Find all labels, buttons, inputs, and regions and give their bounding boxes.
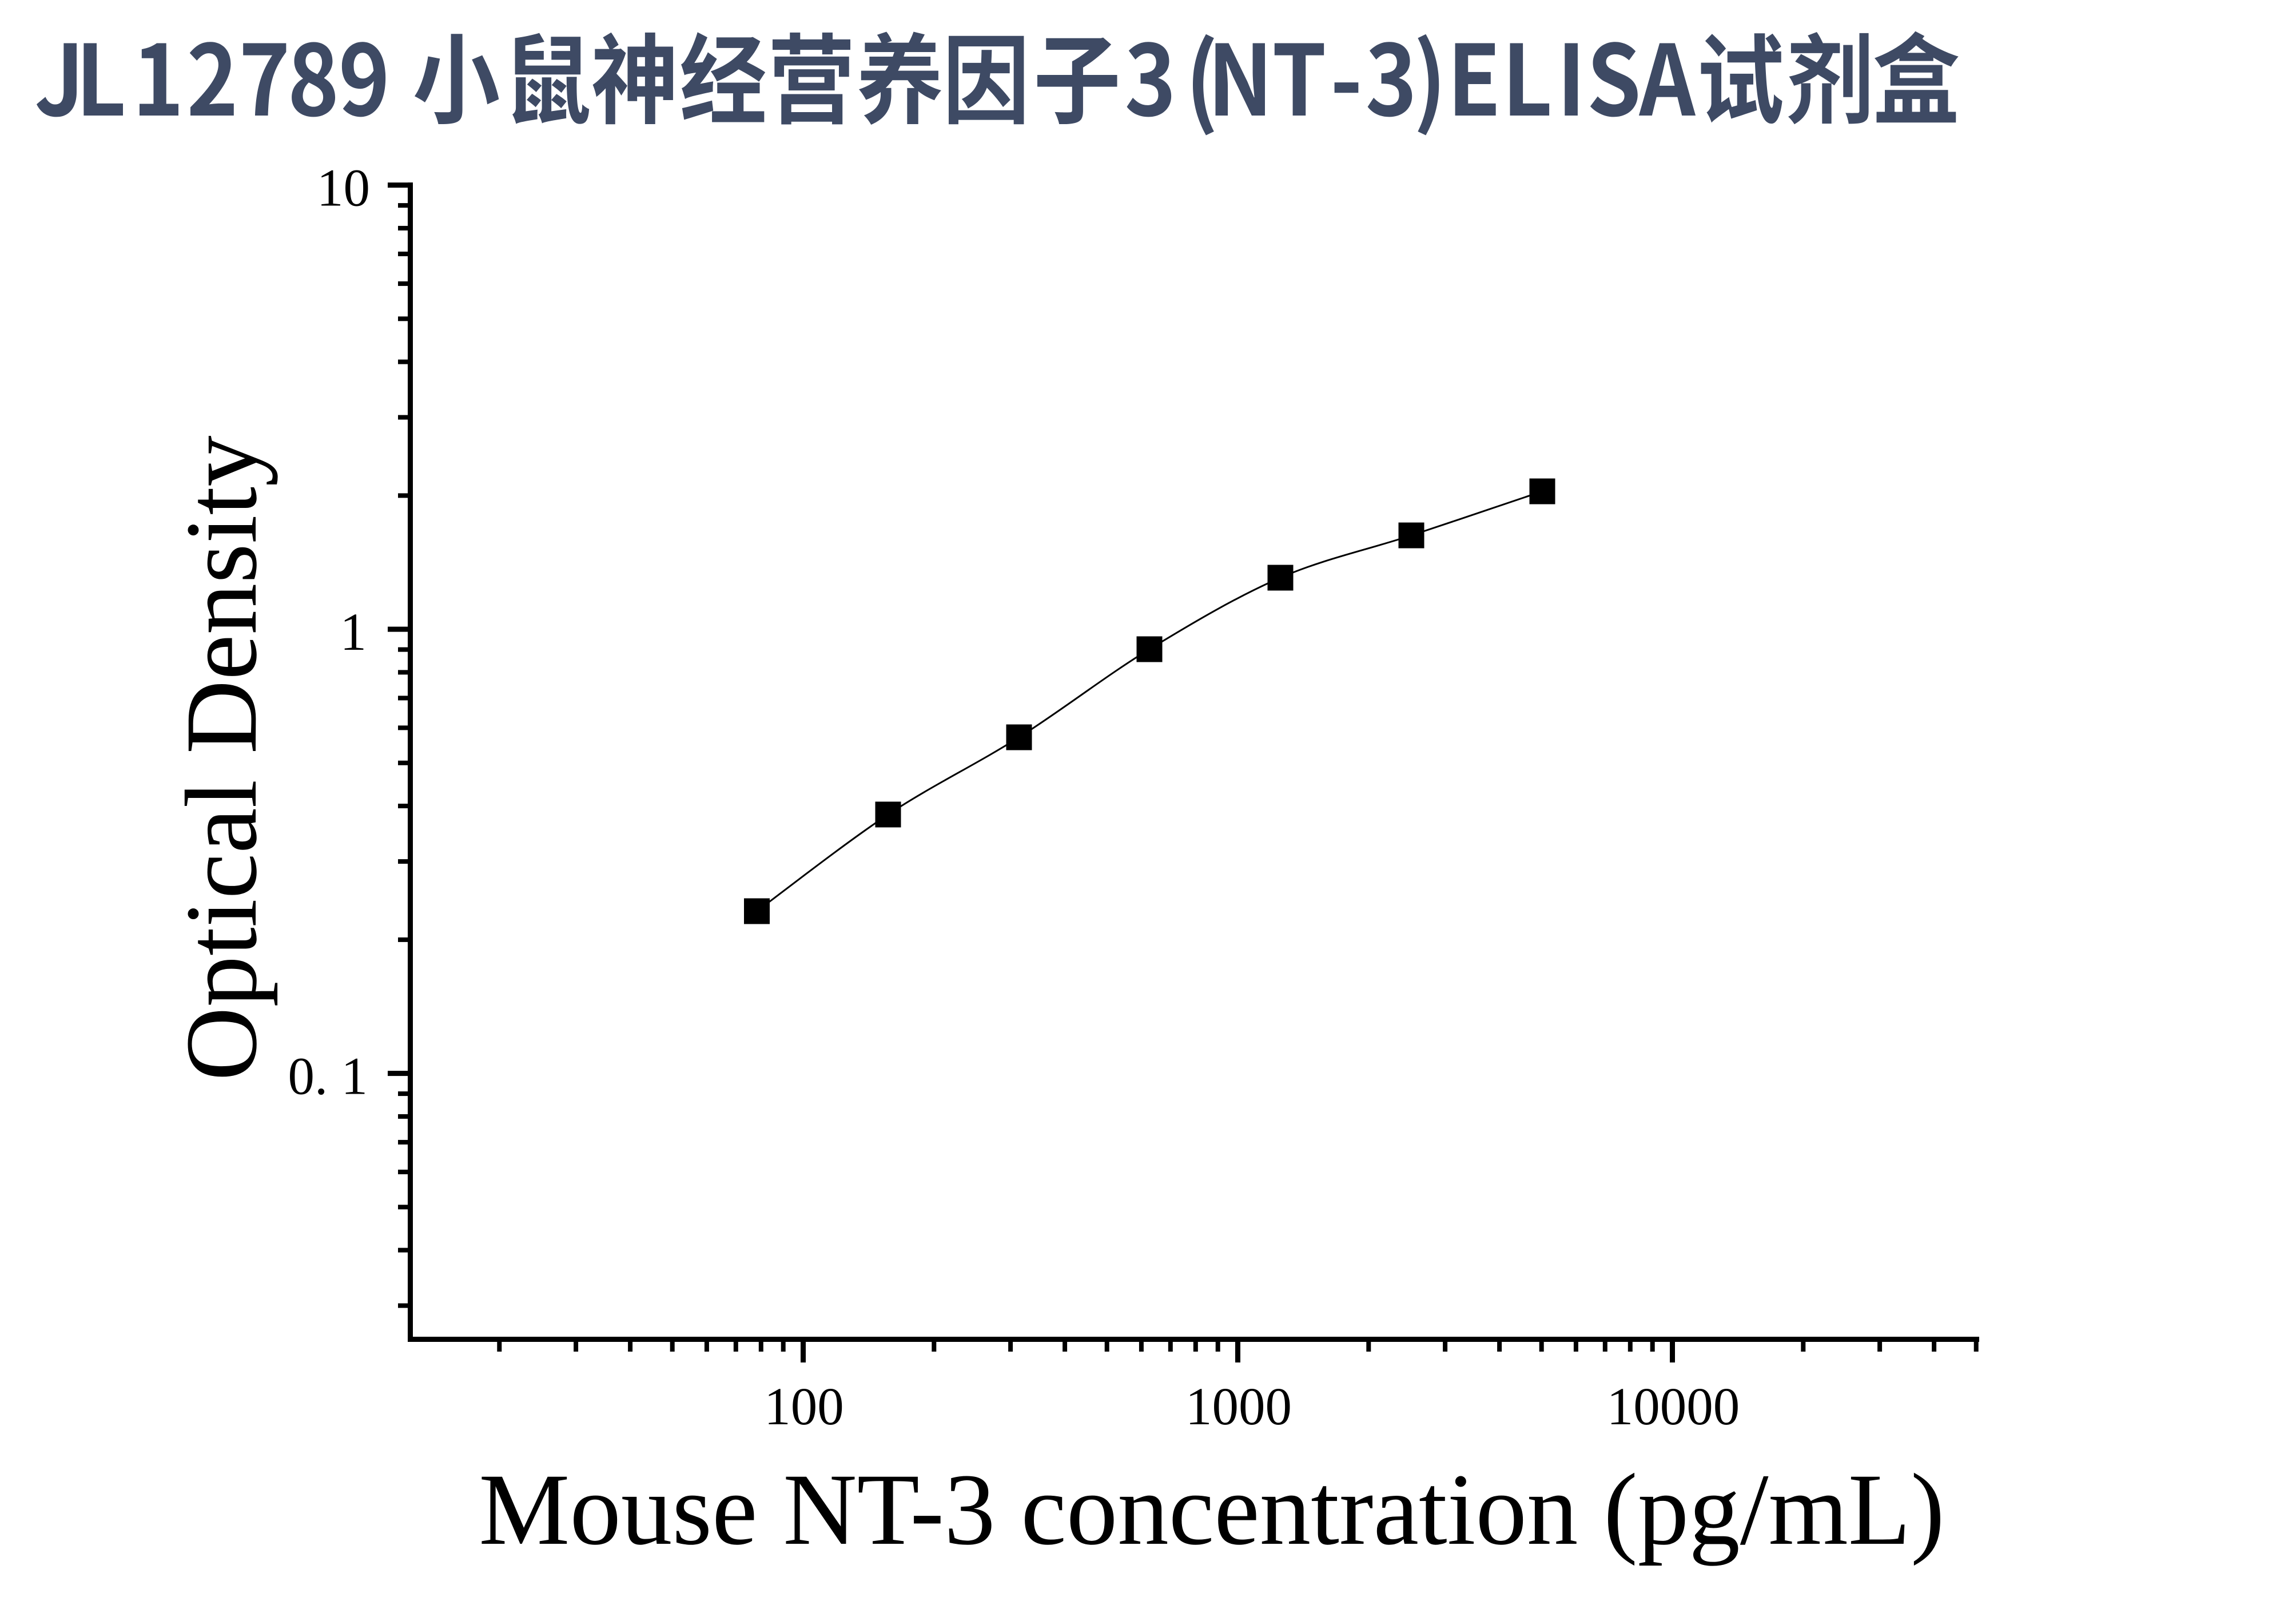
svg-text:10: 10 (317, 159, 370, 218)
svg-text:1: 1 (340, 603, 367, 662)
svg-text:Optical Density: Optical Density (164, 435, 278, 1080)
svg-text:10000: 10000 (1607, 1377, 1740, 1436)
svg-text:0. 1: 0. 1 (288, 1047, 368, 1106)
svg-text:Mouse NT-3 concentration (pg/m: Mouse NT-3 concentration (pg/mL) (479, 1452, 1944, 1566)
svg-text:100: 100 (764, 1377, 844, 1436)
svg-text:1000: 1000 (1185, 1377, 1292, 1436)
